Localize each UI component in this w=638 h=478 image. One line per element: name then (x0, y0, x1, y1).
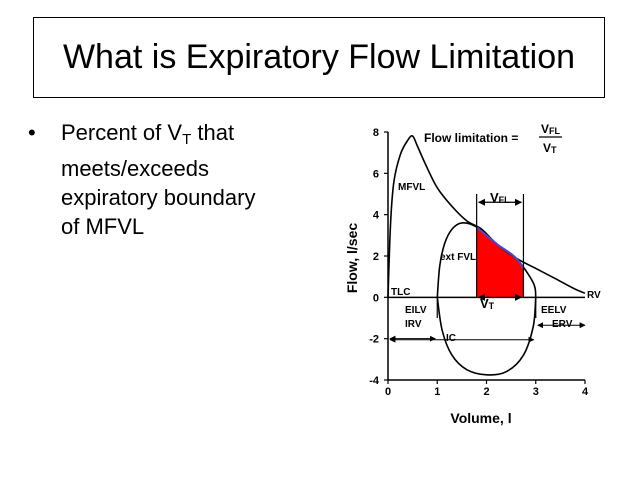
vfl-label: VFL (490, 190, 510, 205)
bullet-text: Percent of VT that meets/exceeds expirat… (61, 118, 321, 241)
x-tick-label: 0 (385, 386, 391, 398)
vt-label: VT (480, 296, 495, 311)
formula-label: Flow limitation = (424, 131, 518, 145)
y-tick-label: 6 (373, 168, 379, 180)
rv-label: RV (587, 290, 601, 301)
x-tick-label: 1 (434, 386, 440, 398)
y-tick-label: 2 (373, 251, 379, 263)
bullet-dot: • (28, 120, 36, 145)
bullet-line-2: meets/exceeds (61, 156, 209, 181)
eelv-label: EELV (541, 305, 567, 316)
formula-denominator: VT (543, 141, 557, 155)
x-tick-label: 3 (533, 386, 539, 398)
y-tick-label: -2 (369, 334, 379, 346)
y-tick-label: 0 (373, 292, 379, 304)
y-tick-label: 4 (373, 210, 380, 222)
flow-limited-area (476, 227, 524, 298)
x-axis-label: Volume, l (450, 410, 511, 426)
ext-fvl-curve (436, 222, 537, 298)
axes: -4 -2 0 2 4 6 8 0 1 2 3 4 (369, 127, 589, 398)
y-tick-label: -4 (369, 375, 380, 387)
x-tick-label: 2 (483, 386, 489, 398)
formula-numerator: VFL (541, 122, 561, 136)
erv-label: ERV (552, 319, 573, 330)
eilv-label: EILV (405, 305, 427, 316)
ic-label: IC (446, 333, 456, 344)
irv-label: IRV (405, 319, 422, 330)
bullet-line-3: expiratory boundary (61, 185, 256, 210)
mfvl-curve (387, 135, 586, 298)
bullet-line-4: of MFVL (61, 214, 145, 239)
bullet-line-1-sub: T (182, 131, 192, 148)
y-axis-label: Flow, l/sec (344, 223, 360, 293)
bullet-line-1-post: that (191, 120, 235, 145)
ext-fvl-label: ext FVL (440, 252, 476, 263)
mfvl-label: MFVL (398, 182, 425, 193)
title-box: What is Expiratory Flow Limitation (33, 17, 605, 98)
ext-fvl-flow-limited-segment (475, 226, 525, 270)
x-tick-label: 4 (582, 386, 589, 398)
y-tick-label: 8 (373, 127, 379, 139)
tlc-label: TLC (391, 287, 410, 298)
slide-title: What is Expiratory Flow Limitation (62, 38, 576, 76)
bullet-line-1-pre: Percent of V (61, 120, 183, 145)
bullet-line-1: Percent of VT that (61, 118, 321, 154)
